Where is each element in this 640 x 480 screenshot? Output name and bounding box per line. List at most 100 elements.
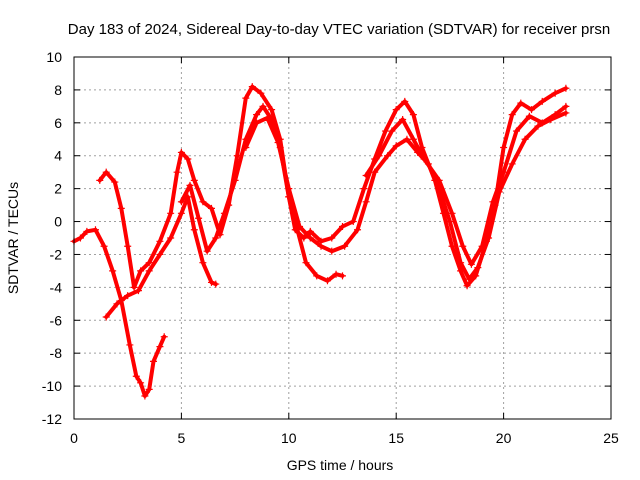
data-point xyxy=(285,185,293,193)
plot-frame xyxy=(73,56,612,420)
data-point xyxy=(332,270,340,278)
data-point xyxy=(403,135,411,143)
y-tick-label: -2 xyxy=(50,246,63,262)
data-point xyxy=(248,83,256,91)
series-track-5 xyxy=(242,109,570,283)
data-point xyxy=(474,264,482,272)
data-point xyxy=(231,176,239,184)
y-tick-label: 0 xyxy=(54,214,62,230)
data-point xyxy=(203,247,211,255)
data-point xyxy=(207,204,215,212)
y-tick-label: 4 xyxy=(54,148,62,164)
y-tick-label: -4 xyxy=(50,279,63,295)
data-point xyxy=(134,287,142,295)
data-point xyxy=(538,119,546,127)
data-point xyxy=(360,185,368,193)
data-point xyxy=(156,343,164,351)
x-axis-ticks: 0 5 10 15 20 25 xyxy=(70,57,619,446)
data-point xyxy=(317,242,325,250)
x-tick-label: 15 xyxy=(388,430,404,446)
data-point xyxy=(199,259,207,267)
data-point xyxy=(124,242,132,250)
data-point xyxy=(465,275,473,283)
data-point xyxy=(212,234,220,242)
y-tick-label: -12 xyxy=(42,411,62,427)
data-point xyxy=(109,267,117,275)
data-point xyxy=(341,242,349,250)
data-point xyxy=(512,127,520,135)
data-point xyxy=(500,168,508,176)
x-axis-label: GPS time / hours xyxy=(287,457,394,473)
data-point xyxy=(489,198,497,206)
series-track-4 xyxy=(177,102,346,285)
x-tick-label: 20 xyxy=(496,430,512,446)
data-point xyxy=(457,259,465,267)
data-point xyxy=(117,204,125,212)
data-point xyxy=(349,218,357,226)
x-tick-label: 0 xyxy=(70,430,78,446)
y-axis-ticks: -12 -10 -8 -6 -4 -2 0 2 4 6 8 10 xyxy=(42,49,611,427)
data-point xyxy=(177,209,185,217)
data-point xyxy=(435,176,443,184)
x-tick-label: 10 xyxy=(281,430,297,446)
data-point xyxy=(186,181,194,189)
data-point xyxy=(195,214,203,222)
data-point xyxy=(562,109,570,117)
data-point xyxy=(111,178,119,186)
data-point xyxy=(328,247,336,255)
data-point xyxy=(528,106,536,114)
data-point xyxy=(534,122,542,130)
data-point xyxy=(446,218,454,226)
data-point xyxy=(306,234,314,242)
data-point xyxy=(96,176,104,184)
x-tick-label: 25 xyxy=(603,430,619,446)
data-point xyxy=(263,114,271,122)
data-point xyxy=(259,102,267,110)
data-point xyxy=(253,111,261,119)
data-point xyxy=(375,152,383,160)
data-point xyxy=(160,333,168,341)
series-line xyxy=(364,104,568,267)
data-point xyxy=(371,168,379,176)
data-point xyxy=(177,148,185,156)
y-tick-label: 2 xyxy=(54,181,62,197)
data-point xyxy=(339,272,346,280)
chart-title: Day 183 of 2024, Sidereal Day-to-day VTE… xyxy=(68,21,610,38)
data-point xyxy=(388,127,396,135)
data-point xyxy=(508,111,516,119)
data-point xyxy=(83,227,91,235)
data-point xyxy=(242,144,250,151)
data-point xyxy=(257,89,265,97)
data-point xyxy=(100,242,108,250)
data-point xyxy=(102,313,110,321)
data-point xyxy=(562,102,570,110)
data-point xyxy=(467,260,475,268)
data-point xyxy=(274,139,282,147)
data-point xyxy=(156,250,164,258)
data-point xyxy=(399,116,407,124)
series-track-2 xyxy=(70,226,168,400)
data-point xyxy=(392,106,400,114)
data-point xyxy=(562,84,570,92)
data-point xyxy=(207,278,215,286)
grid xyxy=(74,57,611,419)
data-point xyxy=(459,242,467,250)
data-point xyxy=(538,97,546,105)
data-point xyxy=(306,227,314,235)
y-tick-label: -8 xyxy=(50,345,63,361)
data-point xyxy=(328,234,336,242)
data-point xyxy=(296,222,304,230)
data-point xyxy=(137,267,145,275)
data-point xyxy=(149,357,157,365)
y-tick-label: 10 xyxy=(46,49,62,65)
x-tick-label: 5 xyxy=(178,430,186,446)
series-track-6 xyxy=(362,102,570,268)
series-track-3 xyxy=(102,193,220,321)
series-line xyxy=(243,110,568,282)
y-tick-label: 8 xyxy=(54,82,62,98)
data-point xyxy=(521,135,529,143)
data-point xyxy=(401,97,409,105)
data-point xyxy=(500,144,508,151)
data-point xyxy=(91,226,99,234)
